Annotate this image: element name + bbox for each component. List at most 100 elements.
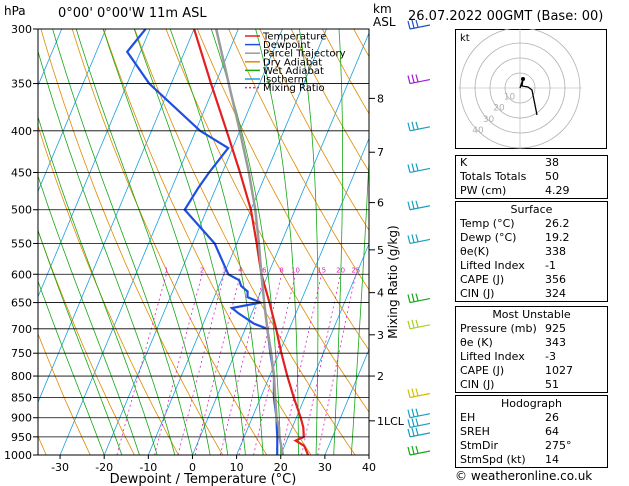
legend-label: Mixing Ratio bbox=[263, 83, 325, 94]
wind-barb bbox=[407, 427, 431, 438]
index-table-top: K 38 Totals Totals 50 PW (cm) 4.29 bbox=[456, 156, 607, 198]
index-row: Temp (°C) 26.2 bbox=[456, 217, 607, 231]
datetime-title: 26.07.2022 00GMT (Base: 00) bbox=[408, 9, 603, 24]
wet-adiabat-line bbox=[75, 29, 211, 455]
x-tick-label: 10 bbox=[230, 461, 244, 474]
hodograph-ring-label: 40 bbox=[472, 126, 484, 136]
index-row: Lifted Index -3 bbox=[456, 350, 607, 364]
y-tick-label: 350 bbox=[11, 78, 32, 91]
index-row: CAPE (J) 356 bbox=[456, 273, 607, 287]
index-label: Temp (°C) bbox=[460, 217, 515, 230]
wind-barb bbox=[407, 19, 431, 30]
index-row: Totals Totals 50 bbox=[456, 170, 607, 184]
km-tick-label: 3 bbox=[377, 329, 384, 342]
index-row: StmSpd (kt) 14 bbox=[456, 453, 607, 467]
dry-adiabat-line bbox=[38, 332, 91, 455]
mixing-ratio-label: 25 bbox=[351, 266, 360, 274]
wet-adiabat-line bbox=[102, 29, 229, 455]
index-value: 26.2 bbox=[545, 217, 570, 230]
index-value: 14 bbox=[545, 453, 559, 466]
km-tick-label: 4 bbox=[377, 287, 384, 300]
index-label: θe (K) bbox=[460, 336, 493, 349]
index-value: 356 bbox=[545, 273, 566, 286]
index-value: 19.2 bbox=[545, 231, 570, 244]
index-value: 50 bbox=[545, 170, 559, 183]
index-value: 64 bbox=[545, 425, 559, 438]
series-parcel-trajectory bbox=[214, 29, 285, 455]
index-label: Dewp (°C) bbox=[460, 231, 517, 244]
index-value: 26 bbox=[545, 411, 559, 424]
mixing-ratio-label: 8 bbox=[279, 266, 283, 274]
km-tick-label: 2 bbox=[377, 370, 384, 383]
index-value: 338 bbox=[545, 245, 566, 258]
km-label: km bbox=[373, 2, 392, 16]
index-row: CAPE (J) 1027 bbox=[456, 364, 607, 378]
index-label: Lifted Index bbox=[460, 350, 525, 363]
km-tick-label: 7 bbox=[377, 146, 384, 159]
dry-adiabat-line bbox=[40, 29, 224, 455]
wet-adiabat-line bbox=[169, 29, 264, 455]
y-tick-label: 300 bbox=[11, 23, 32, 36]
series-dewpoint bbox=[125, 29, 279, 455]
isotherm-line bbox=[236, 137, 369, 455]
index-row: CIN (J) 324 bbox=[456, 287, 607, 301]
index-row: θe (K) 343 bbox=[456, 336, 607, 350]
wind-barb bbox=[407, 408, 431, 419]
hodograph-index-box: Hodograph EH 26 SREH 64 StmDir 275° StmSpd (kt… bbox=[455, 395, 608, 468]
x-tick-label: 20 bbox=[274, 461, 288, 474]
isotherm-line bbox=[280, 242, 369, 455]
km-tick-label: 8 bbox=[377, 92, 384, 105]
index-row: PW (cm) 4.29 bbox=[456, 184, 607, 198]
legend-label: Temperature bbox=[262, 32, 326, 43]
index-label: CAPE (J) bbox=[460, 364, 505, 377]
x-tick-label: 40 bbox=[362, 461, 376, 474]
wet-adiabat-line bbox=[38, 115, 158, 455]
mixing-ratio-label: 1 bbox=[164, 266, 168, 274]
index-label: CIN (J) bbox=[460, 287, 495, 300]
legend-label: Parcel Trajectory bbox=[263, 49, 346, 60]
mixing-ratio-axis-label: Mixing Ratio (g/kg) bbox=[386, 225, 400, 338]
hodograph-index-table: EH 26 SREH 64 StmDir 275° StmSpd (kt) 14 bbox=[456, 411, 607, 467]
index-value: 324 bbox=[545, 287, 566, 300]
y-tick-label: 800 bbox=[11, 370, 32, 383]
most-unstable-title: Most Unstable bbox=[492, 308, 571, 321]
wind-barb bbox=[407, 418, 431, 429]
isotherm-line bbox=[38, 29, 195, 404]
dry-adiabat-line bbox=[259, 29, 369, 231]
wind-barb bbox=[407, 293, 431, 304]
x-tick-label: -10 bbox=[139, 461, 157, 474]
y-tick-label: 400 bbox=[11, 125, 32, 138]
wind-barb bbox=[407, 74, 431, 85]
index-value: 51 bbox=[545, 378, 559, 391]
y-tick-label: 750 bbox=[11, 347, 32, 360]
wind-barb bbox=[407, 121, 431, 132]
x-axis-label: Dewpoint / Temperature (°C) bbox=[110, 472, 297, 486]
hodograph-storm-marker bbox=[521, 77, 525, 81]
mixing-ratio-label: 20 bbox=[336, 266, 345, 274]
index-label: StmSpd (kt) bbox=[460, 453, 526, 466]
legend-label: Isotherm bbox=[263, 75, 307, 86]
location-title: 0°00' 0°00'W 11m ASL bbox=[58, 6, 207, 21]
x-tick-label: 0 bbox=[189, 461, 196, 474]
copyright-footer: © weatheronline.co.uk bbox=[455, 469, 593, 483]
index-label: θe(K) bbox=[460, 245, 490, 258]
hodograph-ring-label: 10 bbox=[504, 92, 516, 102]
index-row: K 38 bbox=[456, 156, 607, 170]
isotherm-line bbox=[38, 29, 107, 193]
wind-barb bbox=[407, 445, 431, 456]
index-label: Pressure (mb) bbox=[460, 322, 537, 335]
index-value: 343 bbox=[545, 336, 566, 349]
surface-title: Surface bbox=[510, 203, 553, 216]
most-unstable-box: Most Unstable Pressure (mb) 925 θe (K) 343 L… bbox=[455, 306, 608, 393]
y-tick-label: 950 bbox=[11, 431, 32, 444]
index-row: CIN (J) 51 bbox=[456, 378, 607, 392]
isotherm-line bbox=[147, 29, 327, 455]
index-value: 38 bbox=[545, 156, 559, 169]
index-row: θe(K) 338 bbox=[456, 245, 607, 259]
hodograph-unit: kt bbox=[460, 33, 470, 44]
index-value: -3 bbox=[545, 350, 556, 363]
mixing-ratio-line bbox=[177, 274, 225, 455]
wind-barb bbox=[407, 319, 431, 330]
